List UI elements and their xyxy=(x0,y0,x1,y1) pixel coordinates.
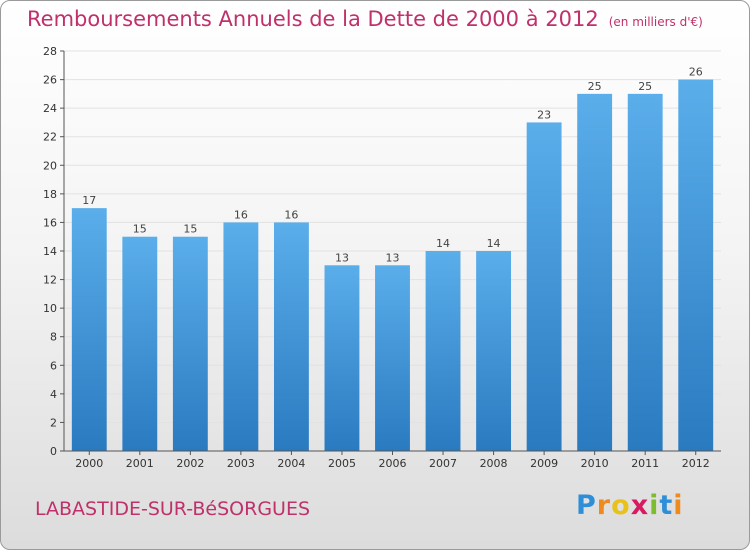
bar xyxy=(324,265,360,451)
data-labels: 17 15 15 16 16 13 13 14 14 23 25 25 26 xyxy=(82,66,702,265)
bar xyxy=(71,208,107,451)
bar xyxy=(375,265,410,451)
unit-subtitle: (en milliers d'€) xyxy=(608,15,703,29)
bar xyxy=(223,222,259,451)
logo-letter: i xyxy=(649,490,660,521)
title-text: Remboursements Annuels de la Dette de 20… xyxy=(27,7,599,31)
logo-letter: x xyxy=(630,490,650,521)
bar xyxy=(122,236,158,451)
logo-letter: o xyxy=(611,490,631,521)
commune-name: LABASTIDE-SUR-BéSORGUES xyxy=(35,498,311,520)
x-tick-label: 2011 xyxy=(631,457,659,470)
bar xyxy=(425,251,461,451)
bar xyxy=(273,222,309,451)
y-tick-label: 20 xyxy=(43,159,57,172)
x-tick-label: 2004 xyxy=(277,457,305,470)
x-tick-label: 2005 xyxy=(328,457,356,470)
y-tick-label: 10 xyxy=(43,302,57,315)
x-tick-label: 2006 xyxy=(379,457,407,470)
x-tick-label: 2002 xyxy=(176,457,204,470)
bar-value-label: 23 xyxy=(537,108,551,121)
logo-letter: r xyxy=(596,490,612,521)
bar xyxy=(678,79,714,452)
bar xyxy=(172,236,208,451)
y-tick-label: 12 xyxy=(43,274,57,287)
x-tick-label: 2003 xyxy=(227,457,255,470)
x-tick-label: 2010 xyxy=(581,457,609,470)
bar-value-label: 13 xyxy=(386,251,400,264)
x-tick-label: 2008 xyxy=(480,457,508,470)
y-tick-label: 24 xyxy=(43,102,57,115)
bar-value-label: 16 xyxy=(284,208,298,221)
bar xyxy=(526,122,562,451)
bar-value-label: 16 xyxy=(234,208,248,221)
y-tick-label: 22 xyxy=(43,131,57,144)
logo-letter: P xyxy=(576,490,597,521)
bar-value-label: 25 xyxy=(588,80,602,93)
x-axis: 2000 2001 2002 2003 2004 2005 2006 2007 2008 2009… xyxy=(64,450,721,470)
chart-title: Remboursements Annuels de la Dette de 20… xyxy=(27,7,703,31)
bar-value-label: 15 xyxy=(133,223,147,236)
bar-value-label: 13 xyxy=(335,251,349,264)
bars xyxy=(71,79,714,452)
y-tick-label: 16 xyxy=(43,216,57,229)
y-tick-label: 6 xyxy=(50,359,57,372)
x-tick-label: 2012 xyxy=(682,457,710,470)
bar xyxy=(476,251,512,451)
bar-value-label: 14 xyxy=(436,237,450,250)
x-tick-label: 2009 xyxy=(530,457,558,470)
y-tick-label: 0 xyxy=(50,445,57,458)
logo-letter: i xyxy=(673,490,684,521)
bar-value-label: 14 xyxy=(487,237,501,250)
y-tick-label: 8 xyxy=(50,331,57,344)
bar-value-label: 15 xyxy=(183,223,197,236)
bar-value-label: 17 xyxy=(82,194,96,207)
y-tick-label: 4 xyxy=(50,388,57,401)
y-tick-label: 2 xyxy=(50,416,57,429)
proxiti-logo: Proxiti xyxy=(576,490,684,521)
logo-letter: t xyxy=(659,490,674,521)
bar-value-label: 26 xyxy=(689,66,703,79)
bar xyxy=(627,93,663,451)
x-tick-label: 2001 xyxy=(126,457,154,470)
bar xyxy=(577,93,613,451)
x-tick-label: 2000 xyxy=(75,457,103,470)
y-tick-label: 14 xyxy=(43,245,57,258)
x-tick-label: 2007 xyxy=(429,457,457,470)
y-tick-label: 28 xyxy=(43,45,57,58)
y-tick-label: 18 xyxy=(43,188,57,201)
y-tick-label: 26 xyxy=(43,74,57,87)
bar-value-label: 25 xyxy=(638,80,652,93)
